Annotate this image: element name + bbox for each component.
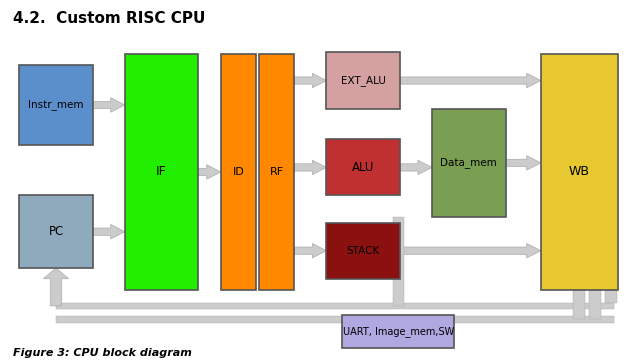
Bar [56, 316, 614, 323]
FancyArrow shape [93, 224, 125, 239]
Text: ALU: ALU [352, 161, 374, 174]
Bar [393, 217, 404, 306]
Text: STACK: STACK [347, 246, 380, 256]
FancyArrow shape [294, 243, 326, 258]
FancyArrow shape [506, 156, 541, 170]
Text: IF: IF [156, 165, 167, 178]
Bar [56, 303, 614, 309]
Bar [573, 290, 585, 319]
Text: UART, Image_mem,SW: UART, Image_mem,SW [343, 326, 454, 337]
FancyArrow shape [400, 243, 541, 258]
Bar [259, 54, 294, 290]
Bar [589, 290, 601, 319]
FancyArrow shape [44, 268, 68, 306]
Bar [19, 195, 93, 268]
FancyArrow shape [294, 160, 326, 175]
Text: 4.2.  Custom RISC CPU: 4.2. Custom RISC CPU [13, 11, 205, 26]
Text: RF: RF [269, 167, 284, 177]
FancyArrow shape [93, 98, 125, 112]
Bar [541, 54, 618, 290]
Bar [326, 139, 400, 195]
Text: PC: PC [49, 225, 63, 238]
Text: EXT_ALU: EXT_ALU [340, 75, 386, 86]
Bar [342, 315, 454, 348]
Bar [221, 54, 256, 290]
Text: Figure 3: CPU block diagram: Figure 3: CPU block diagram [13, 348, 191, 358]
Text: Data_mem: Data_mem [440, 157, 497, 168]
FancyArrow shape [294, 73, 326, 88]
FancyArrow shape [386, 315, 411, 324]
Bar [432, 109, 506, 217]
Bar [605, 290, 617, 303]
Text: WB: WB [569, 165, 589, 178]
Text: Instr_mem: Instr_mem [28, 100, 84, 110]
FancyArrow shape [198, 165, 221, 179]
Bar [19, 65, 93, 145]
FancyArrow shape [400, 160, 432, 175]
Bar [326, 223, 400, 279]
Text: ID: ID [232, 167, 244, 177]
Bar [326, 52, 400, 109]
Bar [125, 54, 198, 290]
FancyArrow shape [400, 73, 541, 88]
